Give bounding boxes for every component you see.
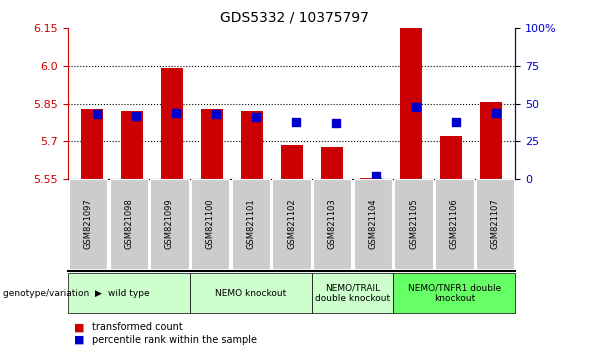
Point — [132, 113, 141, 118]
Text: GSM821101: GSM821101 — [246, 199, 256, 249]
Point — [412, 104, 421, 109]
Text: GSM821103: GSM821103 — [327, 199, 337, 249]
Text: ■: ■ — [74, 322, 84, 332]
Text: GSM821104: GSM821104 — [369, 199, 378, 249]
Text: GDS5332 / 10375797: GDS5332 / 10375797 — [220, 11, 369, 25]
Bar — [81, 109, 102, 179]
Text: GSM821105: GSM821105 — [409, 199, 418, 249]
Text: genotype/variation  ▶: genotype/variation ▶ — [3, 289, 102, 298]
Text: percentile rank within the sample: percentile rank within the sample — [92, 335, 257, 345]
Text: GSM821106: GSM821106 — [450, 199, 459, 249]
Text: GSM821097: GSM821097 — [84, 199, 92, 249]
Point — [252, 114, 261, 120]
Bar — [320, 147, 343, 179]
Text: transformed count: transformed count — [92, 322, 183, 332]
Text: GSM821102: GSM821102 — [287, 199, 296, 249]
Point — [211, 111, 221, 117]
Text: GSM821099: GSM821099 — [165, 199, 174, 249]
Bar — [360, 177, 382, 179]
Point — [172, 110, 181, 115]
Bar — [161, 68, 183, 179]
Text: GSM821098: GSM821098 — [124, 199, 133, 249]
Text: NEMO knockout: NEMO knockout — [215, 289, 286, 298]
Text: NEMO/TNFR1 double
knockout: NEMO/TNFR1 double knockout — [408, 284, 501, 303]
Point — [452, 119, 461, 124]
Text: NEMO/TRAIL
double knockout: NEMO/TRAIL double knockout — [315, 284, 390, 303]
Bar — [401, 28, 422, 179]
Text: GSM821100: GSM821100 — [206, 199, 214, 249]
Bar — [280, 145, 303, 179]
Point — [332, 120, 341, 126]
Bar — [481, 102, 502, 179]
Bar — [240, 111, 263, 179]
Bar — [201, 109, 223, 179]
Point — [372, 173, 381, 178]
Text: GSM821107: GSM821107 — [491, 199, 499, 249]
Text: wild type: wild type — [108, 289, 150, 298]
Point — [292, 119, 301, 124]
Bar — [441, 136, 462, 179]
Point — [92, 111, 101, 117]
Bar — [121, 111, 143, 179]
Point — [491, 110, 501, 115]
Text: ■: ■ — [74, 335, 84, 345]
